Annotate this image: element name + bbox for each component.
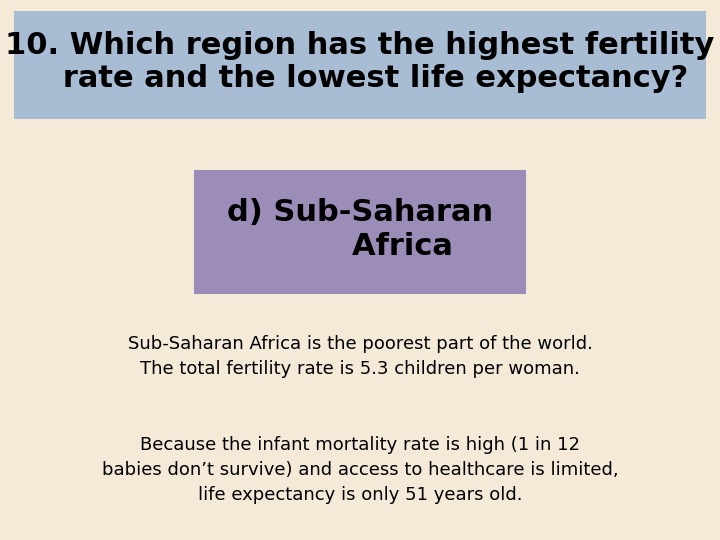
Text: d) Sub-Saharan
        Africa: d) Sub-Saharan Africa bbox=[227, 198, 493, 261]
Bar bbox=[14, 11, 706, 119]
Text: Because the infant mortality rate is high (1 in 12
babies don’t survive) and acc: Because the infant mortality rate is hig… bbox=[102, 436, 618, 504]
Text: 10. Which region has the highest fertility
   rate and the lowest life expectanc: 10. Which region has the highest fertili… bbox=[5, 31, 715, 93]
Bar bbox=[194, 170, 526, 294]
Text: Sub-Saharan Africa is the poorest part of the world.
The total fertility rate is: Sub-Saharan Africa is the poorest part o… bbox=[127, 335, 593, 378]
